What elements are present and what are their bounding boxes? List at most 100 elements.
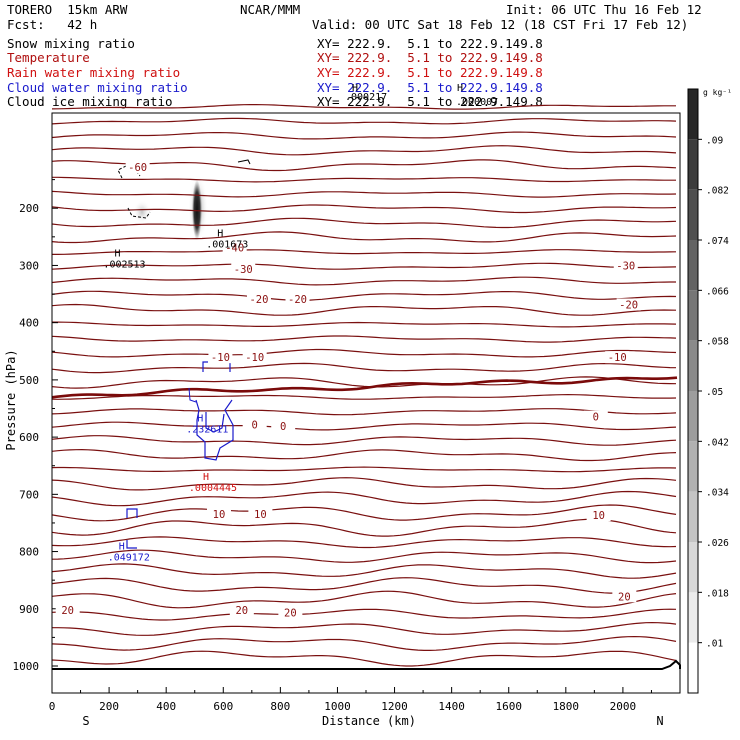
y-tick-label: 600 bbox=[19, 431, 39, 444]
field-temperature-xy: XY= 222.9. 5.1 to 222.9.149.8 bbox=[317, 50, 543, 65]
x-tick-label: 1200 bbox=[381, 700, 408, 713]
x-tick-label: 800 bbox=[270, 700, 290, 713]
isotherm-line bbox=[51, 145, 677, 156]
north-endpoint-label: N bbox=[656, 714, 663, 728]
isotherm-label: 10 bbox=[254, 509, 267, 521]
init-time: Init: 06 UTC Thu 16 Feb 12 bbox=[506, 2, 702, 17]
colorbar-tick-label: .058 bbox=[706, 337, 729, 348]
x-tick-label: 600 bbox=[213, 700, 233, 713]
colorbar-tick-label: .042 bbox=[706, 437, 729, 448]
isotherm-line bbox=[51, 421, 677, 431]
isotherm-line bbox=[51, 590, 677, 609]
isotherm-label-bg bbox=[248, 507, 273, 520]
y-tick-label: 400 bbox=[19, 317, 39, 330]
y-tick-label: 700 bbox=[19, 488, 39, 501]
isotherm-line bbox=[51, 362, 677, 374]
maximum-marker: H bbox=[114, 249, 120, 260]
x-tick-label: 0 bbox=[49, 700, 56, 713]
colorbar-tick-label: .05 bbox=[706, 387, 723, 398]
isotherm-label: 0 bbox=[280, 421, 286, 433]
maximum-marker: H bbox=[203, 472, 209, 483]
maximum-marker: H bbox=[119, 542, 125, 553]
isotherm-line bbox=[51, 335, 677, 343]
colorbar-swatch bbox=[688, 391, 698, 442]
south-endpoint-label: S bbox=[82, 714, 89, 728]
isotherm-line bbox=[51, 466, 677, 473]
plot-frame bbox=[51, 112, 681, 694]
isotherm-line bbox=[51, 536, 677, 549]
cloudwater-contour bbox=[126, 508, 138, 549]
y-tick-label: 200 bbox=[19, 202, 39, 215]
colorbar-swatch bbox=[688, 89, 698, 140]
colorbar-tick-label: .066 bbox=[706, 286, 729, 297]
isotherm-line bbox=[51, 650, 677, 667]
cloudwater-contour bbox=[195, 399, 234, 461]
isotherm-label-bg bbox=[125, 161, 150, 174]
field-temperature-label: Temperature bbox=[7, 50, 90, 65]
isotherm-label-bg bbox=[246, 292, 271, 305]
isotherm-label: 20 bbox=[284, 607, 297, 619]
field-rain-label: Rain water mixing ratio bbox=[7, 65, 181, 80]
isotherm-label: -30 bbox=[234, 264, 253, 276]
x-tick-label: 2000 bbox=[610, 700, 637, 713]
field-cloudwater-label: Cloud water mixing ratio bbox=[7, 80, 188, 95]
isotherm-line bbox=[51, 104, 676, 110]
colorbar-tick-label: .018 bbox=[706, 588, 729, 599]
isotherm-line bbox=[51, 563, 677, 579]
y-axis-label: Pressure (hPa) bbox=[4, 349, 18, 450]
colorbar-swatch bbox=[688, 542, 698, 593]
isotherm-label-bg bbox=[222, 241, 247, 254]
isotherm-line bbox=[52, 249, 677, 255]
colorbar-swatch bbox=[688, 290, 698, 341]
isotherm-line bbox=[51, 303, 677, 316]
isotherm-label-bg bbox=[55, 604, 80, 617]
isotherm-label: -10 bbox=[608, 352, 627, 364]
isotherm-line bbox=[51, 117, 677, 125]
isotherm-line bbox=[51, 518, 677, 537]
isotherm-line bbox=[51, 577, 677, 594]
isotherm-label: -10 bbox=[211, 352, 230, 364]
isotherm-line bbox=[51, 477, 677, 491]
terrain-line bbox=[52, 659, 681, 670]
isotherm-line bbox=[51, 262, 677, 270]
isotherm-line bbox=[51, 217, 677, 229]
isotherm-label-bg bbox=[208, 351, 233, 364]
isotherm-label-bg bbox=[278, 606, 303, 619]
isotherm-label-bg bbox=[583, 410, 608, 423]
colorbar-swatch bbox=[688, 189, 698, 240]
field-rain-xy: XY= 222.9. 5.1 to 222.9.149.8 bbox=[317, 65, 543, 80]
x-tick-label: 1400 bbox=[438, 700, 465, 713]
isotherm-line bbox=[51, 393, 677, 400]
maximum-value: .001673 bbox=[206, 240, 248, 251]
x-tick-label: 400 bbox=[156, 700, 176, 713]
isotherm-label-bg bbox=[229, 604, 254, 617]
y-tick-label: 900 bbox=[19, 603, 39, 616]
maximum-value: .049172 bbox=[108, 553, 150, 564]
isotherm-label: -20 bbox=[249, 294, 268, 306]
overlap-value-d: .000007 bbox=[456, 97, 499, 108]
snow-contour bbox=[127, 207, 151, 219]
overlap-value-b: .000217 bbox=[345, 92, 388, 103]
isotherm-label: 0 bbox=[252, 420, 258, 432]
isotherm-line bbox=[51, 159, 677, 172]
y-tick-label: 1000 bbox=[13, 660, 40, 673]
y-tick-label: 300 bbox=[19, 259, 39, 272]
isotherm-label: -30 bbox=[616, 261, 635, 273]
colorbar-swatch bbox=[688, 592, 698, 643]
colorbar-tick-label: .09 bbox=[706, 135, 723, 146]
isotherm-label: 20 bbox=[618, 591, 631, 603]
maximum-value: .232611 bbox=[186, 424, 228, 435]
colorbar-tick-label: .026 bbox=[706, 538, 729, 549]
field-cloudice-xy: XY= 222.9. 5.1 to 222.9.149.8 bbox=[317, 94, 543, 109]
isotherm-line bbox=[52, 621, 677, 636]
isotherm-label: -20 bbox=[619, 300, 638, 312]
isotherm-label-bg bbox=[605, 351, 630, 364]
isotherm-line bbox=[51, 504, 677, 522]
maximum-marker: H bbox=[217, 229, 223, 240]
isotherm-label: 20 bbox=[61, 605, 74, 617]
isotherm-label: -40 bbox=[225, 242, 244, 254]
isotherm-label: 20 bbox=[235, 605, 248, 617]
isotherm-line bbox=[52, 176, 676, 183]
colorbar-swatch bbox=[688, 139, 698, 190]
